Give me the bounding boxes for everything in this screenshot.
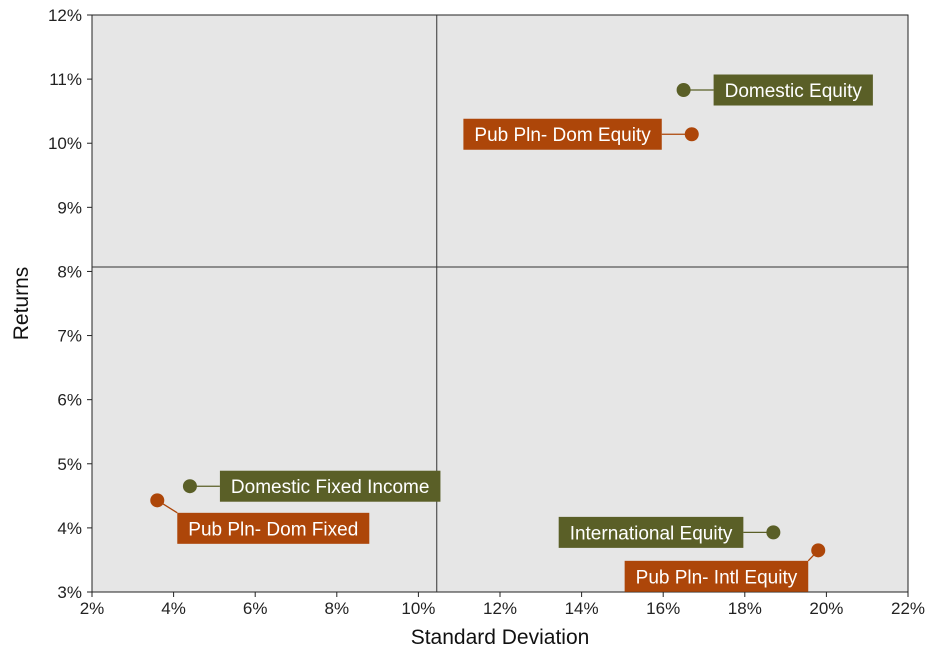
y-tick-label: 4%	[57, 519, 82, 538]
point-label-box	[219, 470, 441, 502]
point-label-box	[713, 74, 873, 106]
y-tick-label: 3%	[57, 583, 82, 602]
point-label: Pub Pln- Dom Fixed	[188, 519, 358, 540]
y-tick-label: 7%	[57, 327, 82, 346]
x-tick-label: 20%	[809, 599, 843, 618]
point-label: Domestic Equity	[725, 81, 863, 102]
point-label: Domestic Fixed Income	[231, 477, 430, 498]
y-tick-label: 12%	[48, 6, 82, 25]
y-axis-ticks: 3% 4% 5% 6% 7% 8% 9% 10% 11% 12%	[48, 6, 92, 602]
point-label-box	[624, 560, 809, 592]
data-point-group: International Equity	[558, 516, 781, 548]
point-label: Pub Pln- Dom Equity	[474, 125, 651, 146]
y-tick-label: 10%	[48, 134, 82, 153]
y-tick-label: 11%	[49, 70, 82, 89]
scatter-point	[150, 493, 165, 508]
x-axis-ticks: 2% 4% 6% 8% 10% 12% 14% 16% 18% 20% 22%	[80, 592, 925, 618]
data-points: Domestic Equity Pub Pln- Dom Equity Domest…	[150, 74, 873, 592]
point-label: International Equity	[570, 523, 733, 544]
x-tick-label: 10%	[401, 599, 435, 618]
point-label-box	[463, 118, 662, 150]
point-label-box	[177, 512, 370, 544]
y-tick-label: 9%	[57, 198, 82, 217]
y-tick-label: 6%	[57, 391, 82, 410]
data-point-group: Pub Pln- Dom Fixed	[150, 493, 370, 544]
point-label-box	[558, 516, 744, 548]
data-point-group: Domestic Equity	[676, 74, 873, 106]
x-tick-label: 14%	[565, 599, 599, 618]
point-label: Pub Pln- Intl Equity	[636, 567, 798, 588]
x-tick-label: 22%	[891, 599, 925, 618]
x-tick-label: 2%	[80, 599, 105, 618]
data-point-group: Pub Pln- Intl Equity	[624, 543, 826, 592]
x-tick-label: 8%	[325, 599, 350, 618]
scatter-point	[766, 525, 781, 540]
x-axis-title: Standard Deviation	[411, 626, 590, 649]
x-tick-label: 16%	[646, 599, 680, 618]
scatter-point	[676, 83, 691, 98]
x-tick-label: 18%	[728, 599, 762, 618]
y-axis-title: Returns	[10, 267, 33, 341]
data-point-group: Pub Pln- Dom Equity	[463, 118, 699, 150]
data-point-group: Domestic Fixed Income	[182, 470, 441, 502]
y-tick-label: 8%	[57, 262, 82, 281]
x-tick-label: 12%	[483, 599, 517, 618]
x-tick-label: 4%	[161, 599, 186, 618]
scatter-point	[684, 127, 699, 142]
y-tick-label: 5%	[57, 455, 82, 474]
x-tick-label: 6%	[243, 599, 268, 618]
scatter-point	[182, 479, 197, 494]
scatter-point	[811, 543, 826, 558]
